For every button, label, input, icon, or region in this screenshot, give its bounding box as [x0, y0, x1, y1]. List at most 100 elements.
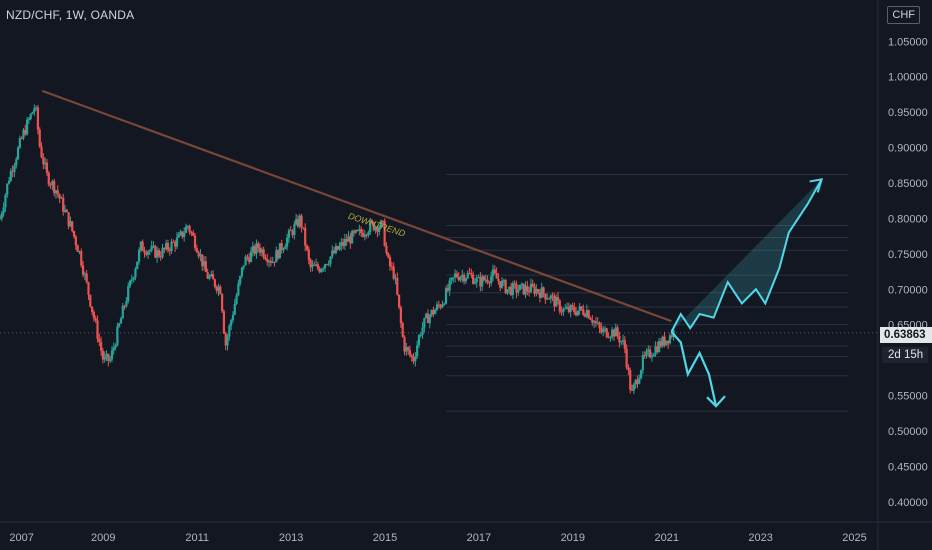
candle-body	[273, 261, 276, 263]
candle-body	[345, 238, 348, 242]
candle-body	[428, 315, 431, 324]
candle-body	[504, 280, 507, 294]
candle-body	[110, 350, 114, 360]
candle-body	[309, 259, 312, 268]
candle-body	[0, 213, 3, 219]
candle-body	[130, 279, 133, 281]
candle-body	[278, 243, 282, 259]
candle-body	[244, 256, 247, 266]
price-tick-label: 1.00000	[888, 72, 928, 84]
candle-body	[208, 276, 211, 279]
candle-body	[18, 138, 21, 148]
candle-body	[16, 147, 20, 160]
candle-body	[56, 190, 59, 195]
candle-body	[300, 215, 303, 228]
time-tick-label: 2011	[185, 532, 209, 544]
candle-body	[109, 359, 112, 361]
candle-body	[280, 243, 283, 251]
candle-body	[493, 269, 496, 273]
candle-body	[24, 129, 27, 135]
candle-body	[166, 243, 170, 250]
candle-body	[470, 273, 473, 275]
candle-body	[172, 241, 175, 243]
candle-body	[304, 227, 307, 246]
candle-body	[78, 251, 81, 253]
candle-body	[98, 338, 101, 343]
candle-body	[145, 252, 148, 255]
candle-body	[515, 284, 518, 293]
candle-body	[224, 333, 227, 346]
candle-body	[284, 246, 287, 249]
candle-body	[177, 234, 180, 238]
candle-body	[195, 248, 198, 253]
candle-body	[387, 253, 390, 258]
candle-body	[668, 335, 672, 344]
candle-body	[580, 306, 583, 310]
candle-body	[629, 370, 632, 390]
candle-body	[421, 327, 424, 335]
candle-body	[630, 389, 634, 391]
candle-body	[479, 277, 482, 287]
candle-body	[379, 220, 383, 228]
candle-body	[202, 261, 206, 267]
candle-body	[583, 314, 587, 317]
candle-body	[443, 303, 446, 305]
candle-body	[473, 282, 477, 284]
candle-body	[314, 264, 318, 266]
candle-body	[430, 309, 433, 316]
drawings: DOWNTREND	[41, 89, 824, 408]
candle-body	[625, 348, 628, 368]
candle-body	[383, 220, 386, 246]
candle-body	[2, 207, 5, 214]
candle-body	[558, 300, 561, 312]
candle-body	[593, 321, 596, 323]
candle-body	[240, 267, 244, 276]
candle-body	[36, 107, 40, 130]
price-tick-label: 0.45000	[888, 461, 928, 473]
candle-body	[193, 235, 197, 249]
candle-body	[204, 261, 207, 273]
candle-body	[148, 250, 151, 252]
price-tick-label: 0.50000	[888, 426, 928, 438]
candle-body	[612, 329, 616, 337]
time-tick-label: 2007	[9, 532, 33, 544]
price-tick-label: 0.95000	[888, 107, 928, 119]
candle-body	[414, 356, 417, 362]
candle-body	[258, 247, 262, 253]
candle-body	[217, 286, 220, 291]
candle-body	[623, 340, 626, 349]
candle-body	[385, 245, 388, 254]
candle-body	[76, 245, 79, 252]
candle-body	[146, 251, 150, 255]
candle-body	[390, 266, 393, 268]
candle-body	[275, 250, 278, 263]
candle-body	[405, 347, 408, 352]
candle-body	[242, 265, 245, 268]
candle-body	[441, 304, 444, 308]
candle-body	[168, 249, 171, 251]
candle-body	[450, 277, 453, 281]
candle-body	[654, 346, 657, 355]
candle-body	[74, 236, 77, 246]
candle-body	[403, 336, 406, 352]
candle-body	[650, 356, 654, 358]
candle-body	[103, 356, 106, 360]
candle-body	[25, 119, 29, 135]
candle-body	[547, 298, 551, 300]
candle-body	[349, 236, 352, 244]
candle-body	[49, 184, 52, 186]
candle-body	[511, 283, 514, 296]
candle-body	[531, 283, 534, 287]
currency-button[interactable]: CHF	[887, 6, 920, 24]
candle-body	[13, 165, 16, 172]
candle-body	[528, 291, 531, 293]
candle-body	[334, 246, 337, 254]
candle-body	[556, 297, 560, 301]
candle-body	[455, 273, 458, 277]
candle-body	[72, 231, 76, 237]
candle-body	[372, 222, 375, 231]
candle-body	[369, 220, 372, 233]
candle-body	[264, 257, 267, 260]
candle-body	[210, 274, 213, 277]
